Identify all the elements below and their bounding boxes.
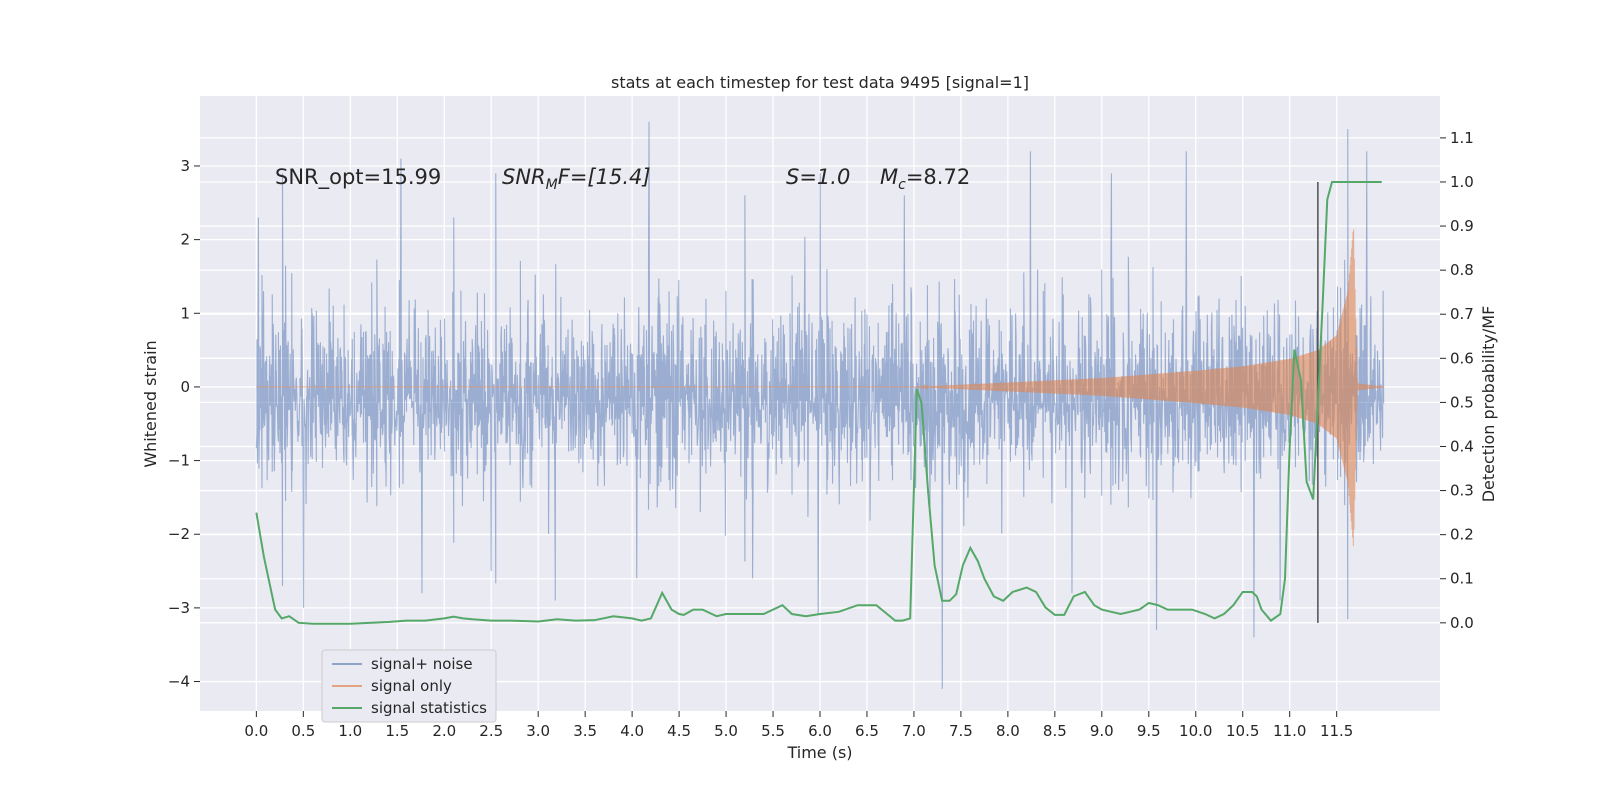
x-tick-label: 6.0 <box>808 722 832 740</box>
y2-tick-label: 1.0 <box>1450 173 1474 191</box>
y2-tick-label: 0.8 <box>1450 261 1474 279</box>
x-tick-label: 0.5 <box>291 722 315 740</box>
legend-label-signal-only: signal only <box>371 677 452 695</box>
x-tick-label: 2.5 <box>479 722 503 740</box>
y2-axis-label: Detection probability/MF <box>1479 306 1498 503</box>
y2-tick-label: 0.4 <box>1450 437 1474 455</box>
grid-lines <box>200 96 1440 711</box>
y-tick-label: −3 <box>168 599 190 617</box>
legend: signal+ noise signal only signal statist… <box>321 649 497 723</box>
y-axis-ticks: 3 2 1 0 −1 −2 −3 −4 <box>168 157 200 691</box>
x-tick-label: 3.0 <box>526 722 550 740</box>
x-tick-label: 5.0 <box>714 722 738 740</box>
x-tick-label: 7.0 <box>902 722 926 740</box>
annotation-snr-mf: SNRMF=[15.4] <box>502 165 651 193</box>
legend-box <box>321 649 497 723</box>
plot-traces <box>255 121 1385 689</box>
x-tick-label: 2.0 <box>432 722 456 740</box>
signal-statistics-trace <box>255 180 1382 625</box>
annotation-snr-opt: SNR_opt=15.99 <box>275 165 441 190</box>
y2-tick-label: 0.9 <box>1450 217 1474 235</box>
y-axis-label: Whitened strain <box>141 340 160 467</box>
x-tick-label: 10.0 <box>1179 722 1212 740</box>
y2-axis-ticks: 1.1 1.0 0.9 0.8 0.7 0.6 0.5 0.4 0.3 0.2 0.1 0.0 <box>1440 129 1474 632</box>
x-tick-label: 1.5 <box>385 722 409 740</box>
x-tick-label: 8.0 <box>996 722 1020 740</box>
x-tick-label: 9.5 <box>1137 722 1161 740</box>
y2-tick-label: 0.6 <box>1450 349 1474 367</box>
y2-tick-label: 0.2 <box>1450 526 1474 544</box>
annotation-snr-mf-rest: F=[15.4] <box>558 165 651 189</box>
x-tick-label: 4.0 <box>620 722 644 740</box>
legend-label-signal-statistics: signal statistics <box>371 699 487 717</box>
annotation-snr-mf-sub: M <box>546 177 558 193</box>
x-tick-label: 1.0 <box>338 722 362 740</box>
y2-tick-label: 0.0 <box>1450 614 1474 632</box>
x-tick-label: 4.5 <box>667 722 691 740</box>
y2-tick-label: 0.3 <box>1450 482 1474 500</box>
x-tick-label: 11.5 <box>1320 722 1353 740</box>
annotation-mc-sub: c <box>898 177 906 193</box>
y-tick-label: −4 <box>168 673 190 691</box>
y-tick-label: 1 <box>180 304 190 322</box>
x-tick-label: 10.5 <box>1226 722 1259 740</box>
annotation-s-value: S=1.0 <box>786 165 850 189</box>
x-tick-label: 9.0 <box>1090 722 1114 740</box>
y2-tick-label: 0.5 <box>1450 393 1474 411</box>
chart-title: stats at each timestep for test data 949… <box>611 73 1029 92</box>
y-tick-label: 0 <box>180 378 190 396</box>
y-tick-label: −1 <box>168 452 190 470</box>
annotation-chirp-mass: Mc=8.72 <box>880 165 970 193</box>
annotation-group: SNR_opt=15.99 SNRMF=[15.4] S=1.0 Mc=8.72 <box>275 165 970 193</box>
annotation-mc-rest: =8.72 <box>906 165 970 189</box>
x-axis-label: Time (s) <box>786 743 852 762</box>
y2-tick-label: 0.1 <box>1450 570 1474 588</box>
x-tick-label: 0.0 <box>244 722 268 740</box>
y-tick-label: 2 <box>180 231 190 249</box>
signal-only-trace <box>256 229 1384 547</box>
annotation-mc-base: M <box>880 165 898 189</box>
x-tick-label: 5.5 <box>761 722 785 740</box>
x-axis-ticks: 0.0 0.5 1.0 1.5 2.0 2.5 3.0 3.5 4.0 4.5 5.0 5.5 6.0 6… <box>244 711 1353 740</box>
x-tick-label: 3.5 <box>573 722 597 740</box>
x-tick-label: 8.5 <box>1043 722 1067 740</box>
x-tick-label: 11.0 <box>1273 722 1306 740</box>
legend-label-signal-noise: signal+ noise <box>371 655 473 673</box>
x-tick-label: 7.5 <box>949 722 973 740</box>
annotation-snr-mf-base: SNR <box>502 165 546 189</box>
x-tick-label: 6.5 <box>855 722 879 740</box>
y2-tick-label: 0.7 <box>1450 305 1474 323</box>
y-tick-label: 3 <box>180 157 190 175</box>
y2-tick-label: 1.1 <box>1450 129 1474 147</box>
signal-noise-trace <box>255 121 1385 689</box>
y-tick-label: −2 <box>168 525 190 543</box>
